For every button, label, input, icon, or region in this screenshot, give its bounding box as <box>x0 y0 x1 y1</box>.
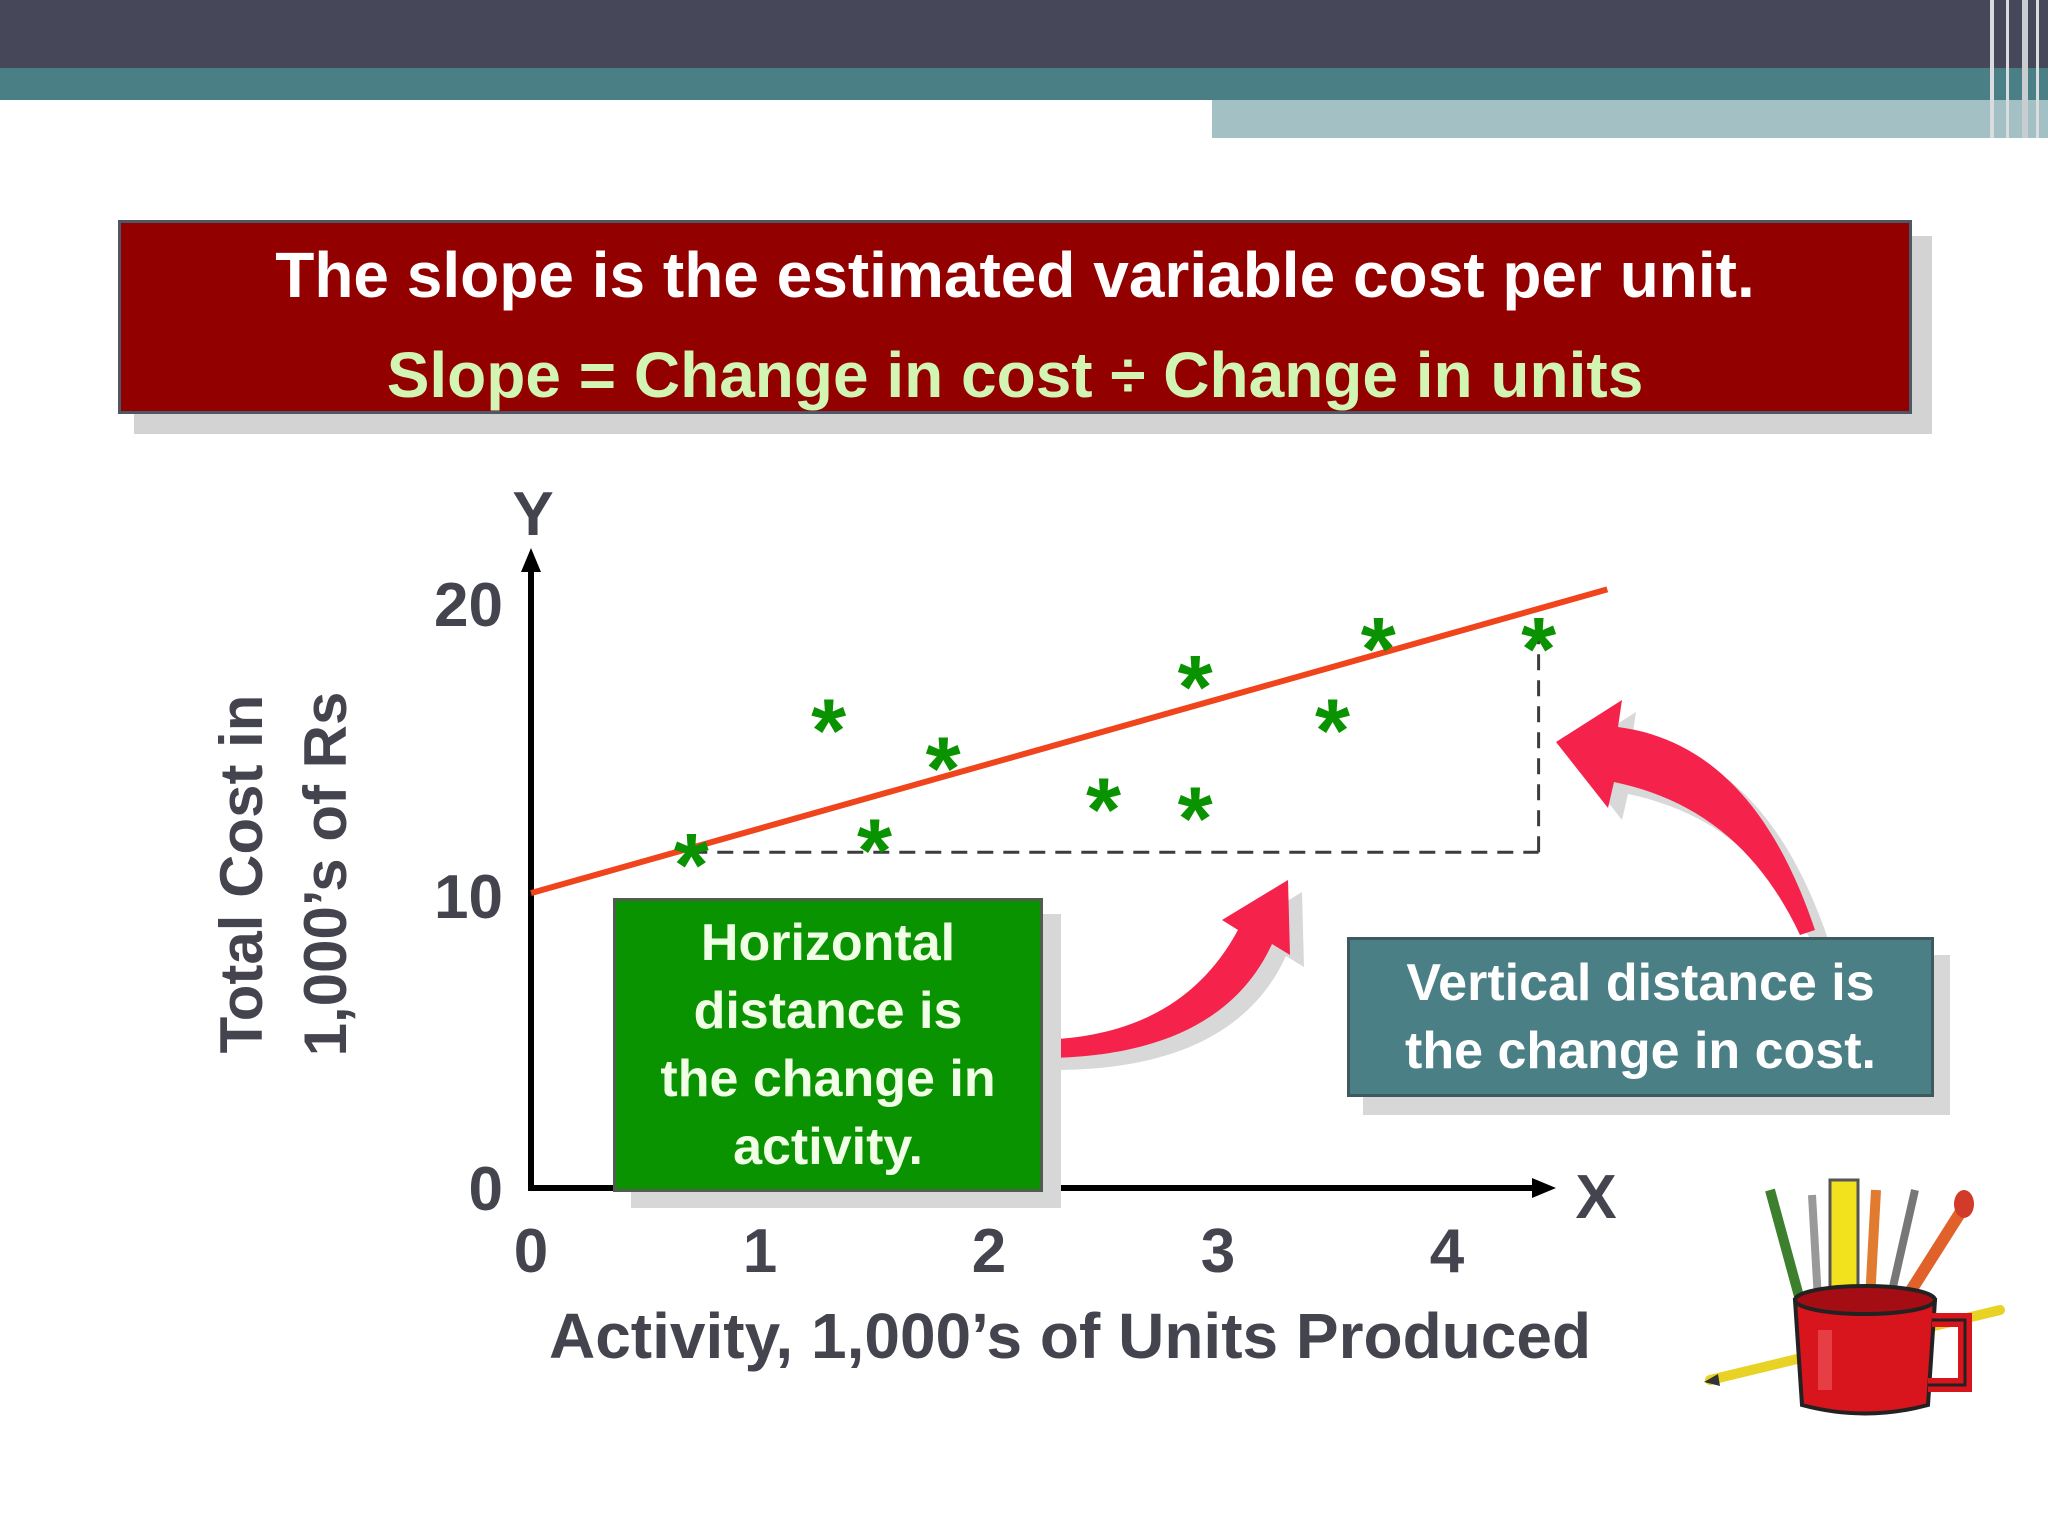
y-tick-label: 0 <box>469 1155 503 1224</box>
header-band-light <box>1212 100 2048 138</box>
data-point: * <box>1178 769 1213 869</box>
vertical-callout-line: the change in cost. <box>1405 1022 1876 1080</box>
header-band-teal <box>0 68 2048 100</box>
y-axis-arrow <box>521 548 541 572</box>
header-stripe <box>2036 0 2039 138</box>
y-tick-label: 20 <box>434 571 503 640</box>
data-point: * <box>1178 638 1213 738</box>
horizontal-callout-line: distance is <box>693 982 963 1040</box>
vertical-callout-arrow <box>1556 700 1829 947</box>
tick-labels: 0 1 2 3 4 0 10 20 <box>434 571 1465 1286</box>
pencil-mug-icon <box>1704 1178 2005 1416</box>
title-box: The slope is the estimated variable cost… <box>118 220 1912 414</box>
data-point: * <box>1086 761 1121 861</box>
data-point: * <box>811 682 846 782</box>
vertical-distance-callout: Vertical distance is the change in cost. <box>1347 937 1934 1097</box>
y-axis-title: Total Cost in 1,000’s of Rs <box>208 692 359 1057</box>
horizontal-callout-line: activity. <box>733 1118 923 1176</box>
y-tick-label: 10 <box>434 863 503 932</box>
horizontal-distance-callout: Horizontal distance is the change in act… <box>613 898 1043 1192</box>
header-stripe <box>2006 0 2009 138</box>
change-guides <box>691 627 1541 854</box>
slope-formula: Slope = Change in cost ÷ Change in units <box>386 339 1644 411</box>
y-axis-title-line-1: Total Cost in <box>208 695 275 1054</box>
horizontal-callout-line: Horizontal <box>700 914 956 972</box>
y-axis-title-line-2: 1,000’s of Rs <box>292 692 359 1057</box>
x-axis-arrow <box>1532 1178 1556 1198</box>
x-tick-label: 3 <box>1201 1217 1235 1286</box>
y-axis-letter: Y <box>512 480 553 549</box>
x-tick-label: 2 <box>972 1217 1006 1286</box>
header-band-dark <box>0 0 2048 68</box>
x-tick-label: 1 <box>743 1217 777 1286</box>
x-axis-title: Activity, 1,000’s of Units Produced <box>549 1300 1591 1372</box>
data-point: * <box>1315 682 1350 782</box>
x-tick-label: 0 <box>514 1217 548 1286</box>
x-axis-letter: X <box>1575 1163 1616 1232</box>
header-stripe <box>2022 0 2028 138</box>
horizontal-callout-line: the change in <box>660 1050 996 1108</box>
data-points: **** ***** * <box>674 600 1556 916</box>
data-point: * <box>926 720 961 820</box>
data-point: * <box>857 801 892 901</box>
header-stripe <box>1990 0 1994 138</box>
x-tick-label: 4 <box>1430 1217 1465 1286</box>
data-point: * <box>1361 600 1396 700</box>
horizontal-callout-arrow <box>1030 880 1304 1071</box>
data-point: * <box>1521 600 1556 700</box>
slide-title: The slope is the estimated variable cost… <box>275 239 1755 311</box>
regression-line <box>530 586 1609 896</box>
vertical-callout-line: Vertical distance is <box>1406 954 1875 1012</box>
regression-line-layer <box>530 586 1609 896</box>
